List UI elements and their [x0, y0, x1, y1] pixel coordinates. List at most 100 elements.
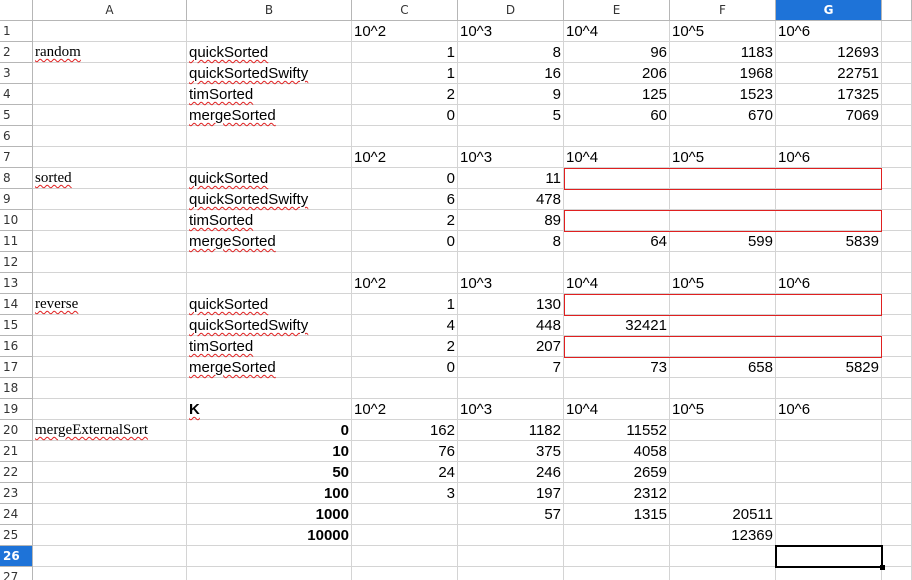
empty-cell[interactable]: [458, 567, 564, 580]
empty-cell[interactable]: [33, 21, 187, 42]
cell-d9[interactable]: 478: [458, 189, 564, 210]
empty-cell[interactable]: [187, 378, 352, 399]
cell-c19[interactable]: 10^2: [352, 399, 458, 420]
empty-cell[interactable]: [564, 567, 670, 580]
empty-cell[interactable]: [882, 63, 912, 84]
cell-d11[interactable]: 8: [458, 231, 564, 252]
cell-f3[interactable]: 1968: [670, 63, 776, 84]
column-header-b[interactable]: B: [187, 0, 352, 21]
empty-cell[interactable]: [670, 567, 776, 580]
cell-c2[interactable]: 1: [352, 42, 458, 63]
cell-b5[interactable]: mergeSorted: [187, 105, 352, 126]
empty-cell[interactable]: [187, 546, 352, 567]
empty-cell[interactable]: [882, 210, 912, 231]
cell-b17[interactable]: mergeSorted: [187, 357, 352, 378]
cell-c15[interactable]: 4: [352, 315, 458, 336]
empty-cell[interactable]: [670, 294, 776, 315]
cell-e23[interactable]: 2312: [564, 483, 670, 504]
column-header-c[interactable]: C: [352, 0, 458, 21]
empty-cell[interactable]: [33, 231, 187, 252]
cell-e22[interactable]: 2659: [564, 462, 670, 483]
empty-cell[interactable]: [670, 441, 776, 462]
empty-cell[interactable]: [882, 147, 912, 168]
cell-f4[interactable]: 1523: [670, 84, 776, 105]
empty-cell[interactable]: [670, 546, 776, 567]
cell-e20[interactable]: 11552: [564, 420, 670, 441]
empty-cell[interactable]: [187, 567, 352, 580]
empty-cell[interactable]: [670, 378, 776, 399]
cell-c9[interactable]: 6: [352, 189, 458, 210]
empty-cell[interactable]: [670, 189, 776, 210]
empty-cell[interactable]: [882, 42, 912, 63]
empty-cell[interactable]: [882, 126, 912, 147]
empty-cell[interactable]: [776, 210, 882, 231]
row-header-16[interactable]: 16: [0, 336, 33, 357]
cell-d2[interactable]: 8: [458, 42, 564, 63]
cell-c22[interactable]: 24: [352, 462, 458, 483]
column-header-d[interactable]: D: [458, 0, 564, 21]
row-header-9[interactable]: 9: [0, 189, 33, 210]
empty-cell[interactable]: [882, 105, 912, 126]
empty-cell[interactable]: [882, 21, 912, 42]
empty-cell[interactable]: [882, 315, 912, 336]
cell-b20[interactable]: 0: [187, 420, 352, 441]
empty-cell[interactable]: [187, 273, 352, 294]
empty-cell[interactable]: [882, 420, 912, 441]
row-header-26[interactable]: 26: [0, 546, 33, 567]
cell-d5[interactable]: 5: [458, 105, 564, 126]
empty-cell[interactable]: [776, 483, 882, 504]
empty-cell[interactable]: [670, 126, 776, 147]
cell-e13[interactable]: 10^4: [564, 273, 670, 294]
cell-d10[interactable]: 89: [458, 210, 564, 231]
row-header-2[interactable]: 2: [0, 42, 33, 63]
cell-e7[interactable]: 10^4: [564, 147, 670, 168]
empty-cell[interactable]: [187, 21, 352, 42]
cell-c17[interactable]: 0: [352, 357, 458, 378]
empty-cell[interactable]: [458, 126, 564, 147]
cell-d22[interactable]: 246: [458, 462, 564, 483]
cell-b24[interactable]: 1000: [187, 504, 352, 525]
empty-cell[interactable]: [776, 462, 882, 483]
cell-d14[interactable]: 130: [458, 294, 564, 315]
row-header-27[interactable]: 27: [0, 567, 33, 580]
cell-b2[interactable]: quickSorted: [187, 42, 352, 63]
row-header-12[interactable]: 12: [0, 252, 33, 273]
cell-e19[interactable]: 10^4: [564, 399, 670, 420]
row-header-19[interactable]: 19: [0, 399, 33, 420]
empty-cell[interactable]: [670, 315, 776, 336]
row-header-11[interactable]: 11: [0, 231, 33, 252]
empty-cell[interactable]: [882, 378, 912, 399]
row-header-15[interactable]: 15: [0, 315, 33, 336]
empty-cell[interactable]: [670, 336, 776, 357]
empty-cell[interactable]: [352, 504, 458, 525]
cell-g17[interactable]: 5829: [776, 357, 882, 378]
cell-b22[interactable]: 50: [187, 462, 352, 483]
empty-cell[interactable]: [776, 168, 882, 189]
cell-c16[interactable]: 2: [352, 336, 458, 357]
empty-cell[interactable]: [564, 210, 670, 231]
row-header-22[interactable]: 22: [0, 462, 33, 483]
empty-cell[interactable]: [33, 462, 187, 483]
empty-cell[interactable]: [352, 378, 458, 399]
empty-cell[interactable]: [882, 504, 912, 525]
cell-e1[interactable]: 10^4: [564, 21, 670, 42]
cell-c23[interactable]: 3: [352, 483, 458, 504]
cell-d24[interactable]: 57: [458, 504, 564, 525]
empty-cell[interactable]: [564, 378, 670, 399]
cell-g19[interactable]: 10^6: [776, 399, 882, 420]
empty-cell[interactable]: [776, 525, 882, 546]
cell-e5[interactable]: 60: [564, 105, 670, 126]
empty-cell[interactable]: [882, 336, 912, 357]
cell-b10[interactable]: timSorted: [187, 210, 352, 231]
empty-cell[interactable]: [33, 546, 187, 567]
empty-cell[interactable]: [776, 315, 882, 336]
empty-cell[interactable]: [33, 357, 187, 378]
empty-cell[interactable]: [352, 546, 458, 567]
cell-g5[interactable]: 7069: [776, 105, 882, 126]
cell-c14[interactable]: 1: [352, 294, 458, 315]
empty-cell[interactable]: [33, 504, 187, 525]
cell-f5[interactable]: 670: [670, 105, 776, 126]
empty-cell[interactable]: [882, 525, 912, 546]
row-header-17[interactable]: 17: [0, 357, 33, 378]
